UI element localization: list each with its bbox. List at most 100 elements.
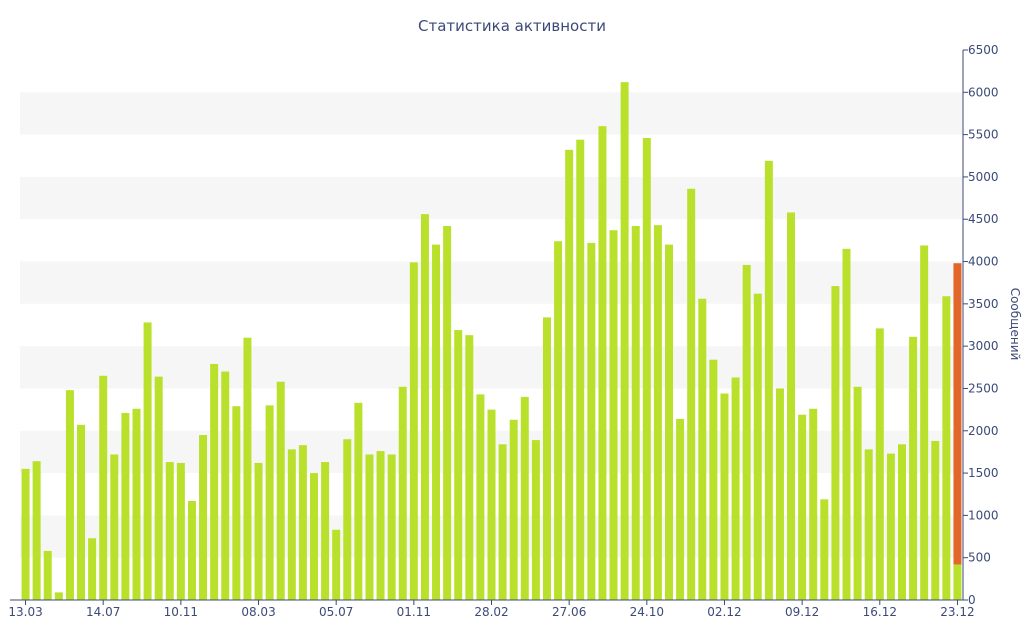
bar — [764, 160, 773, 600]
x-tick-label: 27.06 — [552, 605, 586, 619]
x-tick-label: 08.03 — [241, 605, 275, 619]
y-tick-label: 3000 — [968, 339, 999, 353]
bar — [21, 468, 30, 600]
bar — [365, 454, 374, 600]
bar — [909, 336, 918, 600]
bar — [953, 564, 962, 600]
bar — [221, 371, 230, 600]
bar — [88, 538, 97, 600]
y-tick-label: 6000 — [968, 85, 999, 99]
x-tick-label: 09.12 — [785, 605, 819, 619]
x-tick-label: 05.07 — [319, 605, 353, 619]
bar — [609, 230, 618, 600]
bar — [176, 462, 185, 600]
bar — [576, 139, 585, 600]
bar — [775, 388, 784, 600]
axes: 0 500 1000 1500 2000 2500 3000 3500 4000 4500 5000… — [8, 43, 998, 619]
bar — [875, 328, 884, 600]
bar — [753, 293, 762, 600]
y-tick-label: 5500 — [968, 128, 999, 142]
bar — [65, 390, 74, 600]
bar — [620, 82, 629, 600]
bar — [931, 440, 940, 600]
grid-band — [20, 92, 963, 135]
bar — [343, 439, 352, 600]
x-tick-label: 13.03 — [8, 605, 42, 619]
bar — [709, 359, 718, 600]
bar — [43, 550, 52, 600]
bar — [520, 396, 529, 600]
bar — [831, 286, 840, 600]
grid-band — [20, 346, 963, 389]
bar — [698, 298, 707, 600]
bar — [942, 296, 951, 600]
bar — [565, 149, 574, 600]
x-tick-label: 28.02 — [474, 605, 508, 619]
bar-highlight — [953, 263, 962, 565]
y-tick-label: 3500 — [968, 297, 999, 311]
bar — [687, 188, 696, 600]
x-tick-label: 10.11 — [164, 605, 198, 619]
bar — [254, 462, 263, 600]
bar — [487, 409, 496, 600]
bar — [531, 440, 540, 600]
bar — [454, 330, 463, 600]
bar — [321, 462, 330, 600]
x-tick-label: 14.07 — [86, 605, 120, 619]
y-tick-label: 0 — [968, 593, 976, 607]
bar — [332, 529, 341, 600]
bar — [376, 451, 385, 600]
x-tick-label: 01.11 — [397, 605, 431, 619]
bar — [187, 501, 196, 600]
bar — [409, 262, 418, 600]
bar — [420, 214, 429, 600]
bar — [243, 337, 252, 600]
y-tick-label: 1000 — [968, 508, 999, 522]
y-tick-label: 6500 — [968, 43, 999, 57]
bar — [32, 461, 41, 600]
bar — [276, 381, 285, 600]
bar — [886, 453, 895, 600]
y-tick-label: 1500 — [968, 466, 999, 480]
bar — [653, 225, 662, 600]
bar — [199, 435, 208, 600]
bar — [853, 386, 862, 600]
bar — [542, 317, 551, 600]
bar — [287, 449, 296, 600]
y-tick-label: 2000 — [968, 424, 999, 438]
y-axis-label: Сообщений — [1008, 288, 1022, 361]
bar — [465, 335, 474, 600]
bar — [731, 377, 740, 600]
bar — [498, 444, 507, 600]
bar — [398, 386, 407, 600]
grid-band — [20, 261, 963, 304]
bar-series — [21, 82, 962, 601]
bar — [77, 424, 86, 600]
x-tick-label: 16.12 — [863, 605, 897, 619]
grid-band — [20, 176, 963, 220]
bar — [210, 363, 219, 600]
bar — [232, 406, 241, 600]
y-tick-label: 500 — [968, 551, 991, 565]
bar — [897, 444, 906, 600]
bar — [476, 394, 485, 600]
bar — [554, 241, 563, 600]
bar — [720, 393, 729, 600]
bar — [665, 244, 673, 600]
x-tick-label: 24.10 — [630, 605, 664, 619]
bar — [820, 499, 829, 600]
bar — [265, 405, 274, 600]
y-tick-label: 4500 — [968, 212, 999, 226]
y-tick-label: 4000 — [968, 255, 999, 269]
bar — [154, 376, 163, 600]
bar — [99, 375, 108, 600]
bar — [787, 212, 796, 600]
bar — [310, 473, 318, 600]
bar — [587, 242, 596, 600]
y-tick-label: 5000 — [968, 170, 999, 184]
bar — [920, 245, 929, 600]
bar — [631, 226, 640, 600]
bar — [354, 402, 363, 600]
